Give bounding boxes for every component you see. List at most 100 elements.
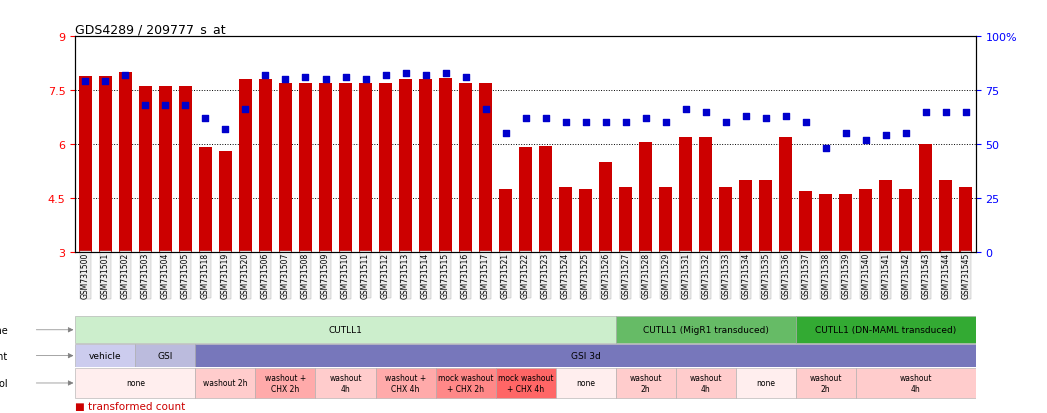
Text: GSM731500: GSM731500: [81, 252, 90, 298]
Text: CUTLL1: CUTLL1: [329, 325, 362, 335]
Text: GSM731541: GSM731541: [882, 252, 890, 298]
Text: GSM731514: GSM731514: [421, 252, 430, 298]
Bar: [315, 368, 376, 398]
Point: [458, 75, 474, 81]
Text: GSI 3d: GSI 3d: [571, 351, 601, 360]
Bar: [480, 84, 492, 252]
Bar: [879, 180, 892, 252]
Bar: [819, 195, 832, 252]
Text: GSM731528: GSM731528: [641, 252, 650, 298]
Bar: [939, 180, 953, 252]
Bar: [255, 368, 315, 398]
Text: mock washout
+ CHX 2h: mock washout + CHX 2h: [438, 373, 493, 393]
Bar: [539, 146, 552, 252]
Point: [77, 79, 94, 85]
Bar: [79, 76, 92, 252]
Text: GSM731539: GSM731539: [841, 252, 850, 298]
Text: washout +
CHX 4h: washout + CHX 4h: [385, 373, 426, 393]
Text: mock washout
+ CHX 4h: mock washout + CHX 4h: [497, 373, 554, 393]
Text: GSM731508: GSM731508: [300, 252, 310, 298]
Text: GSM731536: GSM731536: [781, 252, 790, 298]
Point: [217, 126, 233, 133]
Text: GSM731545: GSM731545: [961, 252, 971, 298]
Point: [717, 120, 734, 126]
Text: GSM731516: GSM731516: [461, 252, 470, 298]
Text: GSM731542: GSM731542: [901, 252, 910, 298]
Point: [97, 79, 114, 85]
Bar: [75, 316, 616, 344]
Text: GSM731531: GSM731531: [682, 252, 690, 298]
Point: [377, 73, 394, 79]
Text: GSM731544: GSM731544: [941, 252, 951, 298]
Point: [517, 116, 534, 122]
Bar: [739, 180, 752, 252]
Bar: [919, 145, 932, 252]
Point: [537, 116, 554, 122]
Bar: [495, 368, 556, 398]
Bar: [899, 189, 912, 252]
Point: [137, 102, 154, 109]
Point: [417, 73, 433, 79]
Bar: [299, 84, 312, 252]
Text: protocol: protocol: [0, 378, 7, 388]
Point: [777, 113, 794, 120]
Bar: [359, 84, 372, 252]
Text: GSM731511: GSM731511: [361, 252, 370, 298]
Text: washout
4h: washout 4h: [899, 373, 932, 393]
Point: [818, 145, 834, 152]
Text: GSM731501: GSM731501: [101, 252, 110, 298]
Point: [937, 109, 954, 116]
Text: GSM731533: GSM731533: [721, 252, 730, 298]
Text: washout
4h: washout 4h: [689, 373, 722, 393]
Text: GSM731521: GSM731521: [502, 252, 510, 298]
Text: GSM731509: GSM731509: [321, 252, 330, 298]
Bar: [199, 148, 211, 252]
Bar: [436, 368, 495, 398]
Bar: [840, 195, 852, 252]
Bar: [75, 344, 135, 367]
Point: [838, 131, 854, 137]
Text: washout
2h: washout 2h: [629, 373, 662, 393]
Text: GSM731522: GSM731522: [521, 252, 530, 298]
Point: [258, 73, 274, 79]
Text: agent: agent: [0, 351, 7, 361]
Text: GSM731527: GSM731527: [621, 252, 630, 298]
Text: none: none: [756, 379, 775, 387]
Bar: [619, 188, 632, 252]
Text: GSM731535: GSM731535: [761, 252, 771, 298]
Text: GSM731534: GSM731534: [741, 252, 751, 298]
Point: [357, 77, 374, 83]
Point: [798, 120, 815, 126]
Text: none: none: [126, 379, 144, 387]
Bar: [796, 368, 855, 398]
Bar: [196, 368, 255, 398]
Text: GSM731502: GSM731502: [120, 252, 130, 298]
Bar: [519, 148, 532, 252]
Text: GSM731503: GSM731503: [141, 252, 150, 298]
Bar: [499, 189, 512, 252]
Bar: [379, 84, 392, 252]
Text: washout
2h: washout 2h: [809, 373, 842, 393]
Text: washout 2h: washout 2h: [203, 379, 248, 387]
Bar: [860, 189, 872, 252]
Bar: [139, 87, 152, 252]
Bar: [799, 191, 812, 252]
Point: [157, 102, 174, 109]
Point: [117, 73, 134, 79]
Point: [397, 70, 414, 77]
Point: [317, 77, 334, 83]
Point: [277, 77, 294, 83]
Text: GSM731513: GSM731513: [401, 252, 410, 298]
Bar: [579, 189, 593, 252]
Point: [477, 107, 494, 114]
Bar: [660, 188, 672, 252]
Bar: [796, 316, 976, 344]
Point: [897, 131, 914, 137]
Text: GSM731504: GSM731504: [161, 252, 170, 298]
Point: [597, 120, 614, 126]
Text: GSM731515: GSM731515: [441, 252, 450, 298]
Text: GSM731520: GSM731520: [241, 252, 250, 298]
Point: [677, 107, 694, 114]
Point: [658, 120, 674, 126]
Text: CUTLL1 (MigR1 transduced): CUTLL1 (MigR1 transduced): [643, 325, 768, 335]
